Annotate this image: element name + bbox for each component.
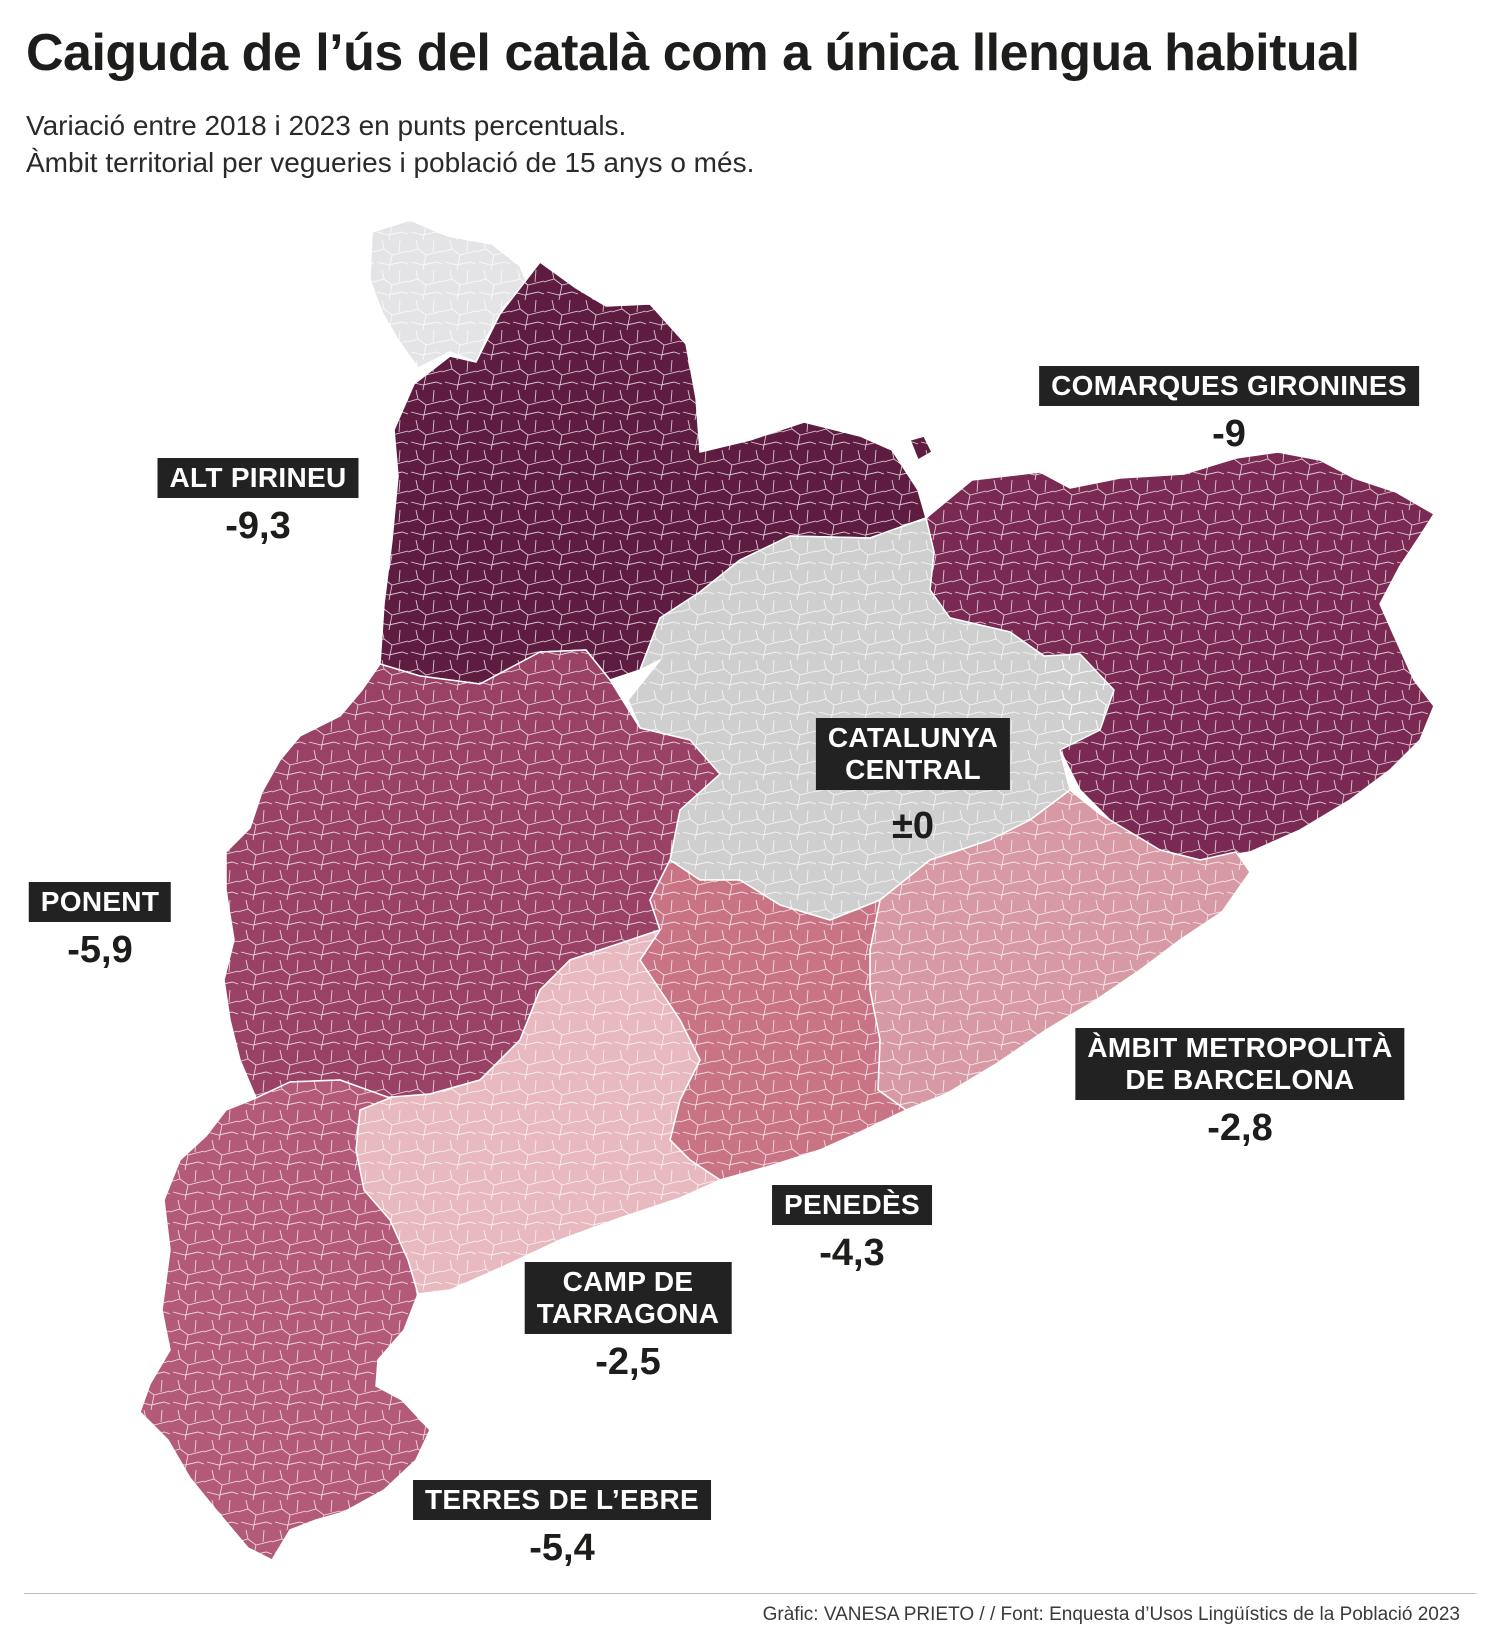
region-name-penedes: PENEDÈS	[772, 1185, 932, 1225]
label-penedes: PENEDÈS -4,3	[772, 1185, 932, 1275]
region-terres-de-lebre-municipal-boundaries	[140, 1080, 430, 1560]
region-value-ponent: -5,9	[67, 929, 133, 971]
region-name-ambit-metropolita-line1: ÀMBIT METROPOLITÀ	[1087, 1032, 1393, 1063]
label-camp-de-tarragona: CAMP DE TARRAGONA -2,5	[524, 1262, 732, 1384]
region-ponent-municipal-boundaries	[224, 650, 720, 1098]
label-ponent: PONENT -5,9	[28, 882, 172, 972]
label-alt-pirineu: ALT PIRINEU -9,3	[157, 458, 359, 548]
region-value-alt-pirineu: -9,3	[225, 505, 291, 547]
subtitle-line-2: Àmbit territorial per vegueries i poblac…	[26, 147, 755, 178]
region-name-comarques-gironines: COMARQUES GIRONINES	[1039, 366, 1419, 406]
page-title: Caiguda de l’ús del català com a única l…	[26, 24, 1360, 82]
region-value-terres-de-lebre: -5,4	[529, 1527, 595, 1569]
label-ambit-metropolita: ÀMBIT METROPOLITÀ DE BARCELONA -2,8	[1075, 1028, 1405, 1150]
region-value-camp-de-tarragona: -2,5	[595, 1341, 661, 1383]
region-name-catalunya-central: CATALUNYA CENTRAL	[815, 718, 1011, 790]
region-enclave-llivia-municipal-boundaries	[910, 436, 932, 460]
region-value-comarques-gironines: -9	[1212, 413, 1246, 455]
subtitle: Variació entre 2018 i 2023 en punts perc…	[26, 107, 754, 181]
region-alt-pirineu-municipal-boundaries	[380, 262, 926, 684]
region-name-ambit-metropolita-line2: DE BARCELONA	[1125, 1064, 1355, 1095]
footer-divider	[24, 1593, 1476, 1594]
region-value-ambit-metropolita: -2,8	[1207, 1107, 1273, 1149]
region-ambit-metropolita-municipal-boundaries	[870, 790, 1250, 1110]
region-name-camp-de-tarragona-line2: TARRAGONA	[536, 1298, 720, 1329]
region-camp-de-tarragona-municipal-boundaries	[356, 930, 720, 1294]
region-penedes-municipal-boundaries	[640, 860, 906, 1180]
region-name-alt-pirineu: ALT PIRINEU	[157, 458, 359, 498]
region-aran-municipal-boundaries	[370, 220, 528, 368]
region-name-camp-de-tarragona-line1: CAMP DE	[562, 1266, 694, 1297]
label-catalunya-central: CATALUNYA CENTRAL ±0	[815, 718, 1011, 848]
region-name-terres-de-lebre: TERRES DE L’EBRE	[413, 1480, 711, 1520]
region-value-penedes: -4,3	[819, 1232, 885, 1274]
label-comarques-gironines: COMARQUES GIRONINES -9	[1039, 366, 1419, 456]
region-comarques-gironines-municipal-boundaries	[926, 452, 1434, 860]
region-value-catalunya-central: ±0	[892, 805, 934, 847]
region-name-camp-de-tarragona: CAMP DE TARRAGONA	[524, 1262, 732, 1334]
region-name-catalunya-central-line1: CATALUNYA	[827, 722, 999, 753]
region-name-catalunya-central-line2: CENTRAL	[845, 754, 981, 785]
region-name-ponent: PONENT	[28, 882, 172, 922]
region-name-ambit-metropolita: ÀMBIT METROPOLITÀ DE BARCELONA	[1075, 1028, 1405, 1100]
label-terres-de-lebre: TERRES DE L’EBRE -5,4	[413, 1480, 711, 1570]
subtitle-line-1: Variació entre 2018 i 2023 en punts perc…	[26, 110, 627, 141]
footer-credit: Gràfic: VANESA PRIETO / / Font: Enquesta…	[762, 1604, 1460, 1625]
